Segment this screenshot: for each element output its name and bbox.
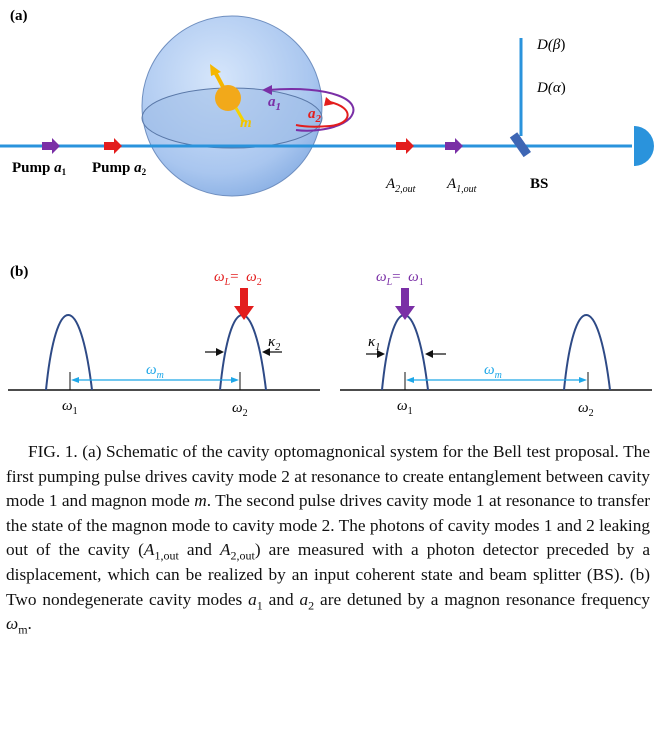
subscript: 2: [589, 408, 594, 419]
text: =: [392, 269, 408, 285]
drive-label: ωL= ω2: [214, 269, 262, 288]
symbol: ω: [232, 400, 243, 416]
subscript: 2: [243, 408, 248, 419]
detuning-arrow-head: [71, 377, 79, 383]
caption-subscript: 2,out: [231, 549, 255, 563]
subscript: 1: [73, 406, 78, 417]
mode-a2-arrow: [324, 97, 334, 106]
subscript: 1: [62, 167, 67, 177]
caption-text: are detuned by a magnon resonance freque…: [314, 590, 650, 609]
subscript: 2,out: [395, 184, 416, 195]
caption-symbol: ω: [6, 614, 18, 633]
frequency-label: ω2: [578, 400, 594, 419]
figure-caption: FIG. 1. (a) Schematic of the cavity opto…: [0, 440, 656, 637]
detector: [634, 126, 654, 166]
out-a2-label: A2,out: [385, 176, 416, 195]
text: ): [561, 80, 566, 96]
detuning-arrow-head: [579, 377, 587, 383]
drive-arrow: [401, 288, 409, 308]
width-arrow-head: [216, 348, 224, 356]
symbol: ω: [62, 398, 73, 414]
text: Pump: [12, 160, 54, 176]
caption-symbol: a: [248, 590, 257, 609]
caption-subscript: m: [18, 623, 27, 637]
frequency-label: ω1: [397, 398, 413, 417]
page: FIG. 1 {"panel_a": {"label": "(a)", "d_b…: [0, 0, 656, 735]
drive-label: ωL= ω1: [376, 269, 424, 288]
page-body: (a) m a1 a2 Pump a1 Pump a2 A2,out A1,ou…: [0, 0, 656, 735]
drive-arrow: [240, 288, 248, 308]
pump-a1-arrow: [42, 138, 60, 154]
subscript: 2: [315, 113, 322, 125]
out-a2-arrow: [396, 138, 414, 154]
panel-label: (b): [10, 264, 28, 280]
subscript: m: [495, 370, 502, 381]
subscript: 1: [375, 342, 380, 353]
detuning-arrow-head: [406, 377, 414, 383]
symbol: ω: [146, 362, 157, 378]
frequency-label: ω1: [62, 398, 78, 417]
symbol: ω: [214, 269, 225, 285]
caption-text: and: [179, 540, 220, 559]
symbol: ω: [484, 362, 495, 378]
text: D(: [536, 80, 554, 96]
caption-text: .: [28, 614, 32, 633]
subscript: m: [157, 370, 164, 381]
symbol: ω: [408, 269, 419, 285]
kappa-label: κ1: [368, 334, 380, 353]
out-a1-label: A1,out: [446, 176, 477, 195]
cavity-peak: [46, 315, 92, 390]
symbol: ω: [376, 269, 387, 285]
subscript: 2: [257, 277, 262, 288]
cavity-peak: [220, 315, 266, 390]
magnon-label: m: [240, 115, 252, 131]
width-arrow-head: [425, 350, 433, 358]
bs-label: BS: [530, 176, 548, 192]
caption-symbol: A: [144, 540, 155, 559]
text: ): [560, 37, 565, 53]
cavity-peak: [564, 315, 610, 390]
caption-symbol: A: [220, 540, 231, 559]
text: Pump: [92, 160, 134, 176]
caption-symbol: a: [300, 590, 309, 609]
caption-subscript: 1,out: [154, 549, 178, 563]
pump-a2-arrow: [104, 138, 122, 154]
subscript: 1: [408, 406, 413, 417]
symbol: ω: [246, 269, 257, 285]
caption-symbol: m: [194, 491, 206, 510]
d-beta-label: D(β): [536, 37, 565, 53]
subscript: 1: [419, 277, 424, 288]
out-a1-arrow: [445, 138, 463, 154]
subscript: 1,out: [456, 184, 477, 195]
symbol: ω: [397, 398, 408, 414]
detuning-label: ωm: [146, 362, 164, 381]
symbol: ω: [578, 400, 589, 416]
figure: (a) m a1 a2 Pump a1 Pump a2 A2,out A1,ou…: [0, 0, 656, 440]
text: D(: [536, 37, 554, 53]
subscript: 2: [142, 167, 147, 177]
d-alpha-label: D(α): [536, 80, 566, 96]
magnon-sphere: [215, 85, 241, 111]
text: =: [230, 269, 246, 285]
detuning-arrow-head: [231, 377, 239, 383]
pump-a2-label: Pump a2: [92, 160, 147, 177]
detuning-label: ωm: [484, 362, 502, 381]
frequency-label: ω2: [232, 400, 248, 419]
caption-text: and: [263, 590, 300, 609]
subscript: 2: [275, 342, 280, 353]
subscript: 1: [276, 101, 282, 113]
panel-label: (a): [10, 8, 28, 24]
pump-a1-label: Pump a1: [12, 160, 67, 177]
